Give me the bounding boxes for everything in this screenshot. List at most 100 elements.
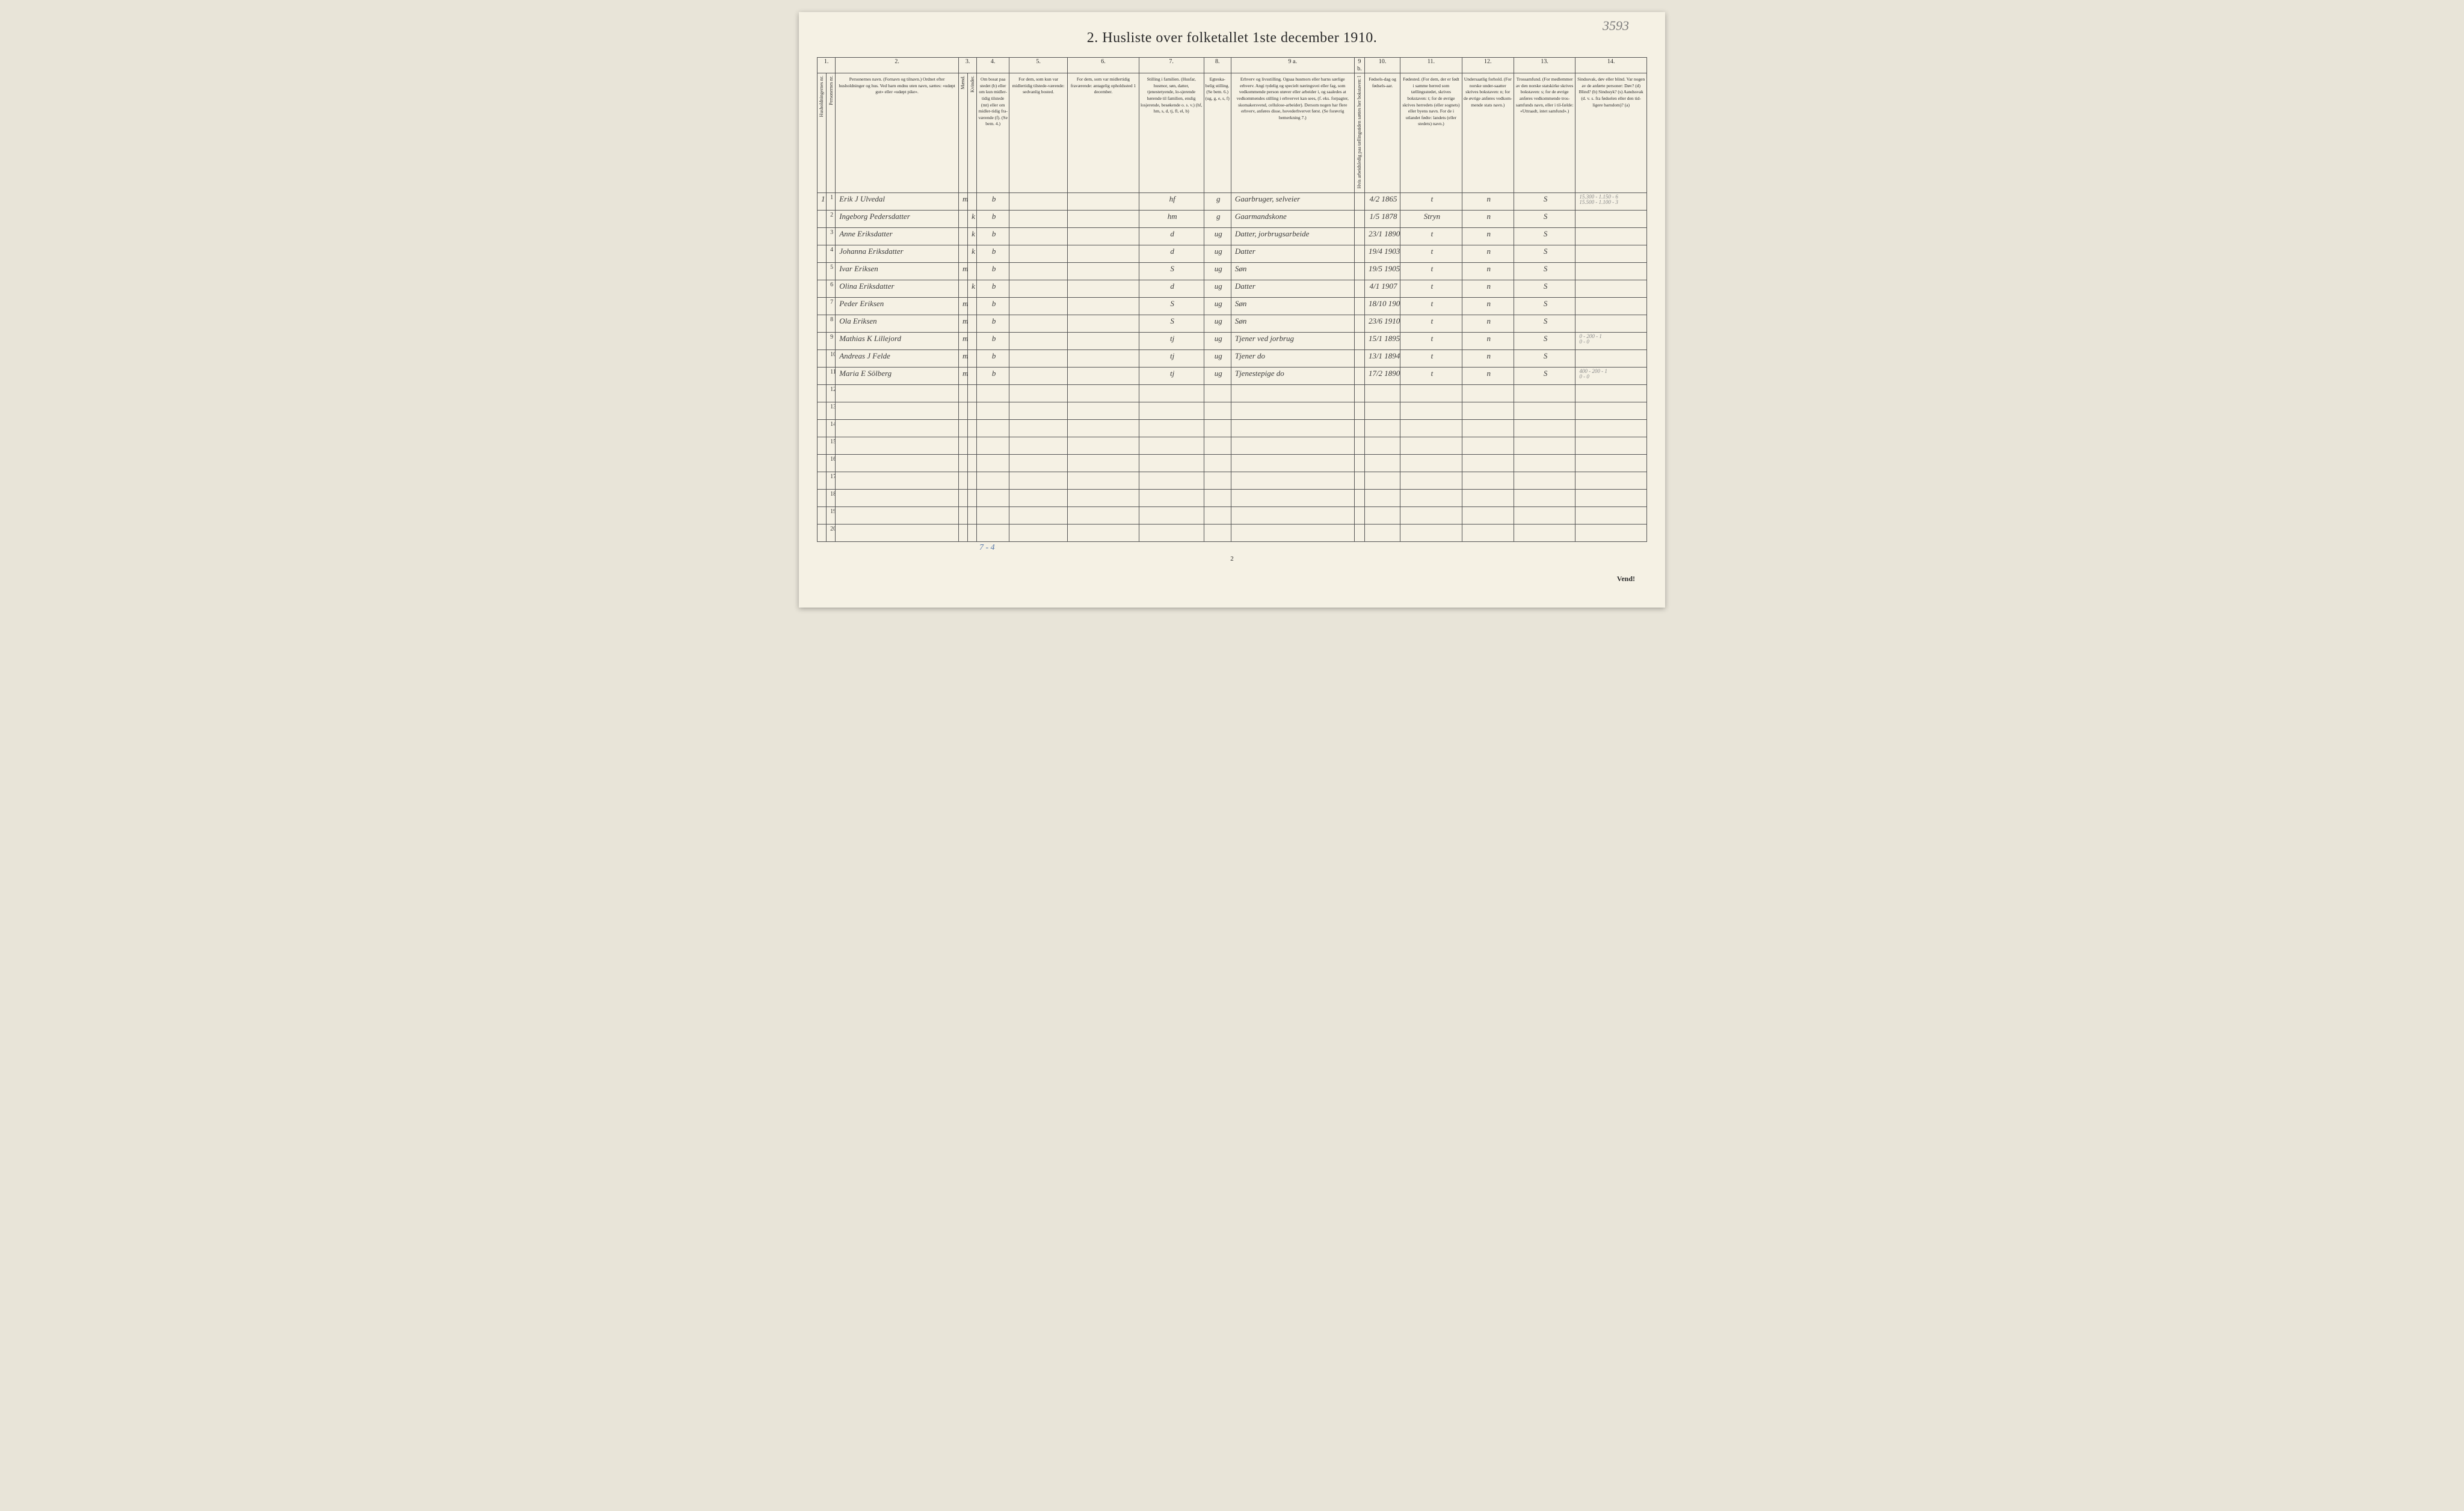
cell-sex-m: m (959, 262, 968, 280)
cell-temp-present (1009, 437, 1068, 454)
cell-religion: S (1514, 210, 1575, 227)
cell-unemployed (1354, 524, 1364, 541)
cell-marital: g (1204, 192, 1231, 210)
cell-birth: 19/5 1905 (1364, 262, 1400, 280)
cell-note (1575, 280, 1647, 297)
cell-family-pos: tj (1139, 332, 1204, 349)
cell-name (836, 384, 959, 402)
cell-unemployed (1354, 402, 1364, 419)
cell-temp-absent (1068, 297, 1139, 315)
cell-household (818, 280, 827, 297)
cell-unemployed (1354, 437, 1364, 454)
cell-temp-present (1009, 384, 1068, 402)
cell-residence (977, 524, 1009, 541)
colnum-11: 11. (1400, 58, 1462, 73)
cell-birth: 18/10 1908 (1364, 297, 1400, 315)
header-c4: Om bosat paa stedet (b) eller om kun mid… (977, 73, 1009, 193)
cell-residence: b (977, 297, 1009, 315)
cell-note (1575, 315, 1647, 332)
cell-family-pos (1139, 506, 1204, 524)
cell-temp-present (1009, 506, 1068, 524)
cell-household (818, 315, 827, 332)
table-row: 14 (818, 419, 1647, 437)
cell-note (1575, 297, 1647, 315)
cell-note (1575, 489, 1647, 506)
cell-note (1575, 245, 1647, 262)
cell-birthplace (1400, 437, 1462, 454)
colnum-1: 1. (818, 58, 836, 73)
cell-sex-k: k (968, 227, 977, 245)
cell-occupation (1231, 402, 1354, 419)
cell-unemployed (1354, 297, 1364, 315)
cell-birthplace: t (1400, 297, 1462, 315)
cell-birthplace: t (1400, 349, 1462, 367)
cell-note (1575, 402, 1647, 419)
cell-birthplace: t (1400, 367, 1462, 384)
cell-birthplace (1400, 489, 1462, 506)
cell-name: Maria E Sölberg (836, 367, 959, 384)
cell-marital: ug (1204, 315, 1231, 332)
cell-religion: S (1514, 315, 1575, 332)
cell-temp-present (1009, 332, 1068, 349)
cell-nationality: n (1462, 210, 1514, 227)
cell-sex-k (968, 437, 977, 454)
cell-birth (1364, 489, 1400, 506)
cell-temp-present (1009, 349, 1068, 367)
cell-residence: b (977, 262, 1009, 280)
cell-household (818, 349, 827, 367)
cell-sex-m (959, 419, 968, 437)
colnum-9b: 9 b. (1354, 58, 1364, 73)
cell-occupation: Gaarmandskone (1231, 210, 1354, 227)
cell-household (818, 454, 827, 472)
cell-name: Johanna Eriksdatter (836, 245, 959, 262)
cell-occupation (1231, 524, 1354, 541)
colnum-5: 5. (1009, 58, 1068, 73)
cell-occupation: Tjenestepige do (1231, 367, 1354, 384)
cell-note: 15.300 - 1.150 - 6 15.500 - 1.100 - 3 (1575, 192, 1647, 210)
cell-nationality (1462, 419, 1514, 437)
cell-sex-k (968, 332, 977, 349)
cell-marital (1204, 506, 1231, 524)
cell-sex-m (959, 489, 968, 506)
cell-birth: 13/1 1894 (1364, 349, 1400, 367)
cell-religion (1514, 437, 1575, 454)
cell-birthplace: t (1400, 280, 1462, 297)
cell-nationality (1462, 472, 1514, 489)
cell-occupation: Datter (1231, 280, 1354, 297)
cell-temp-present (1009, 402, 1068, 419)
cell-family-pos (1139, 472, 1204, 489)
cell-birthplace: t (1400, 262, 1462, 280)
cell-birthplace: t (1400, 332, 1462, 349)
cell-household (818, 367, 827, 384)
cell-occupation (1231, 506, 1354, 524)
census-page: 3593 2. Husliste over folketallet 1ste d… (799, 12, 1665, 608)
cell-person-num: 4 (827, 245, 836, 262)
cell-nationality (1462, 506, 1514, 524)
cell-nationality: n (1462, 297, 1514, 315)
cell-household (818, 332, 827, 349)
table-row: 15 (818, 437, 1647, 454)
cell-unemployed (1354, 367, 1364, 384)
page-title: 2. Husliste over folketallet 1ste decemb… (817, 30, 1647, 46)
cell-name: Erik J Ulvedal (836, 192, 959, 210)
cell-nationality (1462, 524, 1514, 541)
cell-name (836, 489, 959, 506)
cell-temp-present (1009, 315, 1068, 332)
cell-note (1575, 437, 1647, 454)
cell-family-pos (1139, 419, 1204, 437)
cell-family-pos (1139, 524, 1204, 541)
cell-name: Peder Eriksen (836, 297, 959, 315)
cell-name (836, 419, 959, 437)
cell-temp-present (1009, 210, 1068, 227)
cell-family-pos: tj (1139, 367, 1204, 384)
cell-person-num: 16 (827, 454, 836, 472)
cell-marital: ug (1204, 262, 1231, 280)
header-c2: Personernes navn. (Fornavn og tilnavn.) … (836, 73, 959, 193)
cell-temp-present (1009, 192, 1068, 210)
cell-temp-present (1009, 419, 1068, 437)
cell-unemployed (1354, 245, 1364, 262)
header-c6: For dem, som var midlertidig fraværende:… (1068, 73, 1139, 193)
cell-person-num: 6 (827, 280, 836, 297)
header-c14: Sindssvak, døv eller blind. Var nogen av… (1575, 73, 1647, 193)
cell-person-num: 2 (827, 210, 836, 227)
